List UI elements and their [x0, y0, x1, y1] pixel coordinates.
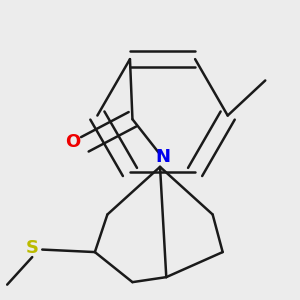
Text: S: S: [26, 239, 39, 257]
Text: N: N: [155, 148, 170, 166]
Text: O: O: [65, 133, 80, 151]
